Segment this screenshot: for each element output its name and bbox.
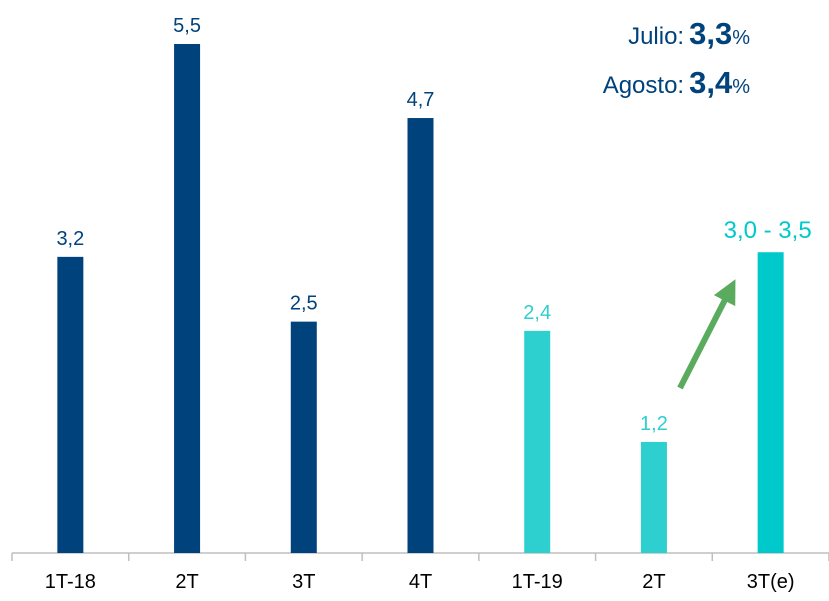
bar [57,256,84,553]
value-label: 2,5 [290,293,318,315]
x-tick-label: 2T [642,571,665,593]
bar [640,441,667,553]
trend-arrow [677,279,736,390]
value-label: 3,2 [56,228,84,250]
annotation: Julio: 3,3% [628,16,750,51]
bar [757,252,784,553]
x-tick-label: 2T [175,571,198,593]
x-tick-label: 4T [409,571,432,593]
value-label: 3,0 - 3,5 [724,217,812,244]
x-tick-label: 3T [292,571,315,593]
x-tick-label: 1T-18 [45,571,96,593]
bar [174,44,201,553]
annotation: Agosto: 3,4% [603,65,751,100]
bar [290,321,317,553]
value-label: 2,4 [523,302,551,324]
value-label: 5,5 [173,15,201,37]
x-tick-label: 3T(e) [747,571,795,593]
bar [407,118,434,553]
value-label: 4,7 [407,89,435,111]
value-label: 1,2 [640,413,668,435]
bar [524,330,551,553]
x-tick-label: 1T-19 [512,571,563,593]
